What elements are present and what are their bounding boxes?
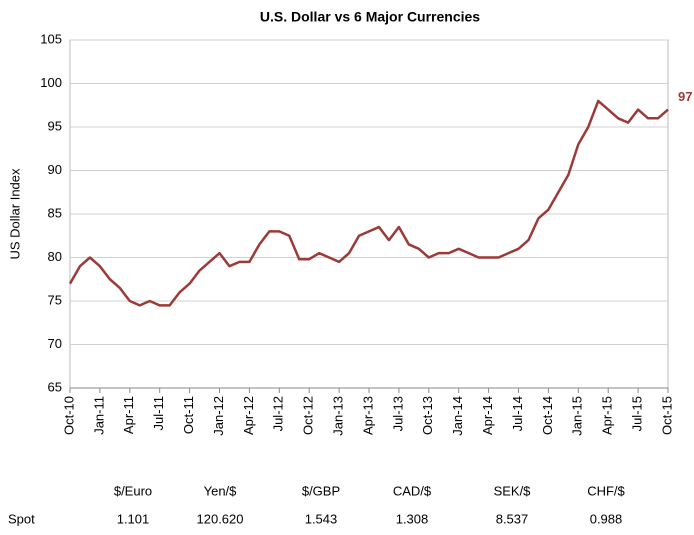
x-tick-label: Jan-12	[211, 396, 226, 436]
table-header: $/GBP	[302, 483, 340, 498]
x-tick-label: Jan-15	[570, 396, 585, 436]
x-tick-label: Jul-13	[390, 396, 405, 431]
x-tick-label: Oct-15	[659, 396, 674, 435]
table-header: CHF/$	[587, 483, 625, 498]
data-line	[68, 99, 669, 307]
x-tick-label: Jan-11	[91, 396, 106, 435]
y-tick-label: 90	[48, 162, 62, 177]
y-tick-label: 75	[48, 292, 62, 307]
x-tick-label: Oct-11	[181, 396, 196, 434]
y-tick-label: 85	[48, 205, 62, 220]
x-tick-label: Jul-12	[271, 396, 286, 431]
y-tick-label: 100	[40, 75, 62, 90]
table-header: CAD/$	[393, 483, 432, 498]
table-header: SEK/$	[494, 483, 532, 498]
end-label: 97	[678, 89, 692, 104]
table-header: Yen/$	[204, 483, 238, 498]
y-tick-label: 70	[48, 336, 62, 351]
x-tick-label: Apr-11	[121, 396, 136, 434]
y-axis-title: US Dollar Index	[7, 168, 22, 260]
y-tick-label: 95	[48, 118, 62, 133]
x-tick-label: Jan-13	[331, 396, 346, 436]
x-tick-label: Jan-14	[450, 396, 465, 436]
x-tick-label: Apr-15	[600, 396, 615, 435]
x-tick-label: Oct-13	[420, 396, 435, 435]
chart-title: U.S. Dollar vs 6 Major Currencies	[260, 9, 480, 25]
x-tick-label: Jul-11	[151, 396, 166, 430]
x-tick-label: Jul-14	[510, 396, 525, 431]
table-cell: 0.988	[590, 511, 623, 526]
x-tick-label: Oct-10	[61, 396, 76, 435]
row-label: Spot	[8, 511, 35, 526]
table-cell: 8.537	[496, 511, 529, 526]
table-cell: 120.620	[197, 511, 244, 526]
x-tick-label: Oct-12	[301, 396, 316, 435]
x-tick-label: Apr-12	[241, 396, 256, 435]
x-tick-label: Apr-13	[360, 396, 375, 435]
table-cell: 1.308	[396, 511, 429, 526]
table-cell: 1.543	[305, 511, 338, 526]
x-tick-label: Oct-14	[540, 396, 555, 435]
y-tick-label: 80	[48, 249, 62, 264]
y-tick-label: 65	[48, 379, 62, 394]
table-header: $/Euro	[114, 483, 152, 498]
y-tick-label: 105	[40, 31, 62, 46]
x-tick-label: Jul-15	[630, 396, 645, 431]
table-cell: 1.101	[117, 511, 150, 526]
x-tick-label: Apr-14	[480, 396, 495, 435]
